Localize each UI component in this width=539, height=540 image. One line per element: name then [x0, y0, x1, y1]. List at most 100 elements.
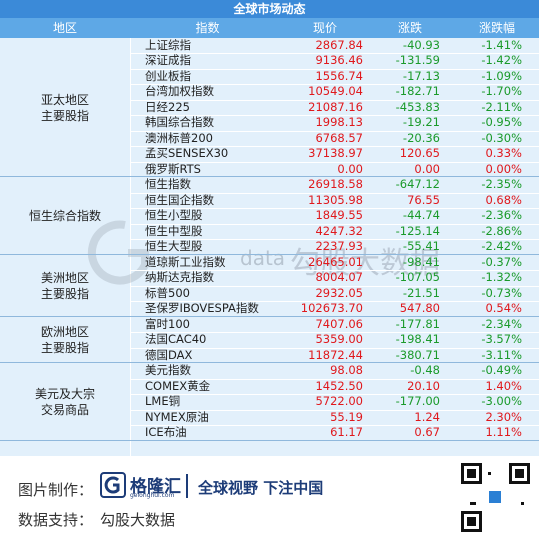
index-name: 法国CAC40 [145, 332, 207, 347]
change-pct: -2.86% [481, 223, 522, 238]
price: 5359.00 [315, 332, 363, 347]
row-divider [131, 161, 539, 163]
change-pct: -1.32% [481, 270, 522, 285]
row-divider [131, 409, 539, 411]
change-pct: 0.54% [485, 301, 522, 316]
index-name: 美元指数 [145, 363, 191, 378]
change: -44.74 [402, 208, 440, 223]
group-divider [0, 176, 539, 178]
index-name: 深证成指 [145, 53, 191, 68]
change: -107.05 [395, 270, 440, 285]
index-name: 上证综指 [145, 38, 191, 52]
row-divider [131, 115, 539, 117]
row-divider [131, 425, 539, 427]
row-divider [131, 68, 539, 70]
index-name: 台湾加权指数 [145, 84, 214, 99]
index-name: 道琼斯工业指数 [145, 254, 226, 269]
price: 6768.57 [315, 130, 363, 145]
row-divider [131, 270, 539, 272]
change-pct: 0.33% [485, 146, 522, 161]
change: -177.81 [395, 316, 440, 331]
change: -21.51 [402, 285, 440, 300]
qr-code [461, 463, 530, 532]
row-divider [131, 301, 539, 303]
price: 55.19 [330, 409, 363, 424]
change: -380.71 [395, 347, 440, 362]
row-divider [131, 84, 539, 86]
change-pct: -2.35% [481, 177, 522, 192]
price: 9136.46 [315, 53, 363, 68]
watermark-sub: data [240, 246, 286, 270]
watermark-logo [87, 220, 149, 285]
group-divider [0, 362, 539, 364]
column-divider [130, 38, 131, 456]
row-divider [131, 347, 539, 349]
watermark-text: 勾股大数据 [290, 246, 440, 281]
change: 120.65 [399, 146, 440, 161]
index-name: 俄罗斯RTS [145, 161, 201, 176]
column-header: 地区 [52, 21, 77, 35]
change: -0.48 [410, 363, 440, 378]
price: 98.08 [330, 363, 363, 378]
price: 10549.04 [308, 84, 363, 99]
change: -40.93 [402, 38, 440, 52]
change-pct: -0.37% [481, 254, 522, 269]
price: 2932.05 [315, 285, 363, 300]
change-pct: -1.70% [481, 84, 522, 99]
change-pct: -2.11% [481, 99, 522, 114]
price: 1452.50 [315, 378, 363, 393]
change-pct: -1.42% [481, 53, 522, 68]
change: -453.83 [395, 99, 440, 114]
price: 26465.01 [308, 254, 363, 269]
index-name: 纳斯达克指数 [145, 270, 214, 285]
row-divider [131, 99, 539, 101]
row-divider [131, 394, 539, 396]
row-divider [131, 285, 539, 287]
price: 102673.70 [300, 301, 363, 316]
index-name: 恒生国企指数 [145, 192, 214, 207]
row-divider [131, 378, 539, 380]
change-pct: -0.95% [481, 115, 522, 130]
change: 547.80 [399, 301, 440, 316]
region-label: 美元及大宗 [34, 386, 95, 401]
change: -182.71 [395, 84, 440, 99]
price: 8004.07 [315, 270, 363, 285]
price: 0.00 [337, 161, 363, 176]
row-divider [131, 53, 539, 55]
row-divider [131, 223, 539, 225]
price: 1556.74 [315, 68, 363, 83]
region-label: 恒生综合指数 [28, 209, 101, 224]
row-divider [131, 146, 539, 148]
index-name: LME铜 [145, 394, 181, 409]
price: 4247.32 [315, 223, 363, 238]
region-label: 主要股指 [40, 286, 89, 301]
price: 61.17 [330, 425, 363, 440]
region-label: 交易商品 [40, 402, 89, 417]
price: 7407.06 [315, 316, 363, 331]
price: 26918.58 [308, 177, 363, 192]
change: -20.36 [402, 130, 440, 145]
change: -125.14 [395, 223, 440, 238]
row-divider [131, 130, 539, 132]
price: 11305.98 [308, 192, 363, 207]
row-divider [131, 332, 539, 334]
change: -177.00 [395, 394, 440, 409]
qr-module [521, 502, 524, 505]
group-divider [0, 315, 539, 317]
logo-name: 格隆汇 [130, 477, 181, 497]
made-label: 图片制作： [18, 481, 94, 499]
change-pct: -2.36% [481, 208, 522, 223]
change-pct: -0.73% [481, 285, 522, 300]
data-label: 数据支持： [18, 511, 94, 529]
qr-module [467, 517, 476, 526]
table-body [0, 38, 539, 456]
slogan: 全球视野 下注中国 [198, 479, 324, 497]
index-name: NYMEX原油 [145, 409, 209, 424]
change-pct: 0.00% [485, 161, 522, 176]
price: 2867.84 [315, 38, 363, 52]
change: 76.55 [407, 192, 440, 207]
index-name: 标普500 [145, 285, 190, 300]
region-label: 美洲地区 [40, 270, 89, 285]
divider [186, 474, 188, 498]
change: -131.59 [395, 53, 440, 68]
